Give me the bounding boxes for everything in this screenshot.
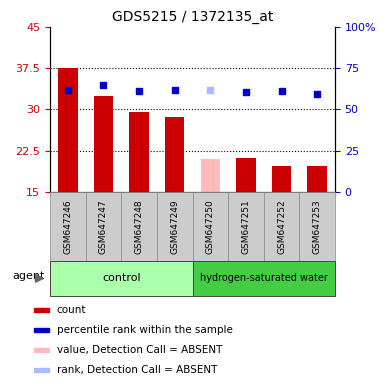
FancyBboxPatch shape (121, 192, 157, 261)
Bar (307, 166, 327, 192)
Text: GSM647253: GSM647253 (313, 199, 321, 254)
Bar (201, 159, 220, 192)
FancyBboxPatch shape (192, 192, 228, 261)
Text: count: count (57, 305, 86, 314)
Text: hydrogen-saturated water: hydrogen-saturated water (200, 273, 328, 283)
FancyBboxPatch shape (50, 192, 85, 261)
Text: GSM647251: GSM647251 (241, 199, 250, 254)
Bar (94, 96, 113, 192)
Bar (129, 112, 149, 192)
Bar (236, 158, 256, 192)
Text: percentile rank within the sample: percentile rank within the sample (57, 325, 233, 335)
Text: agent: agent (12, 271, 45, 281)
Text: GSM647248: GSM647248 (135, 199, 144, 254)
Text: rank, Detection Call = ABSENT: rank, Detection Call = ABSENT (57, 365, 217, 375)
FancyBboxPatch shape (85, 192, 121, 261)
Text: GSM647246: GSM647246 (64, 199, 72, 254)
Bar (165, 117, 184, 192)
Bar (272, 166, 291, 192)
Text: GSM647250: GSM647250 (206, 199, 215, 254)
FancyBboxPatch shape (50, 261, 192, 296)
Bar (34, 348, 49, 352)
Title: GDS5215 / 1372135_at: GDS5215 / 1372135_at (112, 10, 273, 25)
FancyBboxPatch shape (192, 261, 335, 296)
Text: GSM647249: GSM647249 (170, 199, 179, 254)
Text: control: control (102, 273, 141, 283)
Bar (58, 68, 78, 192)
FancyBboxPatch shape (300, 192, 335, 261)
FancyBboxPatch shape (228, 192, 264, 261)
Text: value, Detection Call = ABSENT: value, Detection Call = ABSENT (57, 345, 222, 355)
Bar (34, 308, 49, 311)
Text: GSM647247: GSM647247 (99, 199, 108, 254)
FancyBboxPatch shape (264, 192, 300, 261)
FancyBboxPatch shape (157, 192, 192, 261)
Text: GSM647252: GSM647252 (277, 199, 286, 254)
Bar (34, 328, 49, 332)
Bar (34, 368, 49, 372)
